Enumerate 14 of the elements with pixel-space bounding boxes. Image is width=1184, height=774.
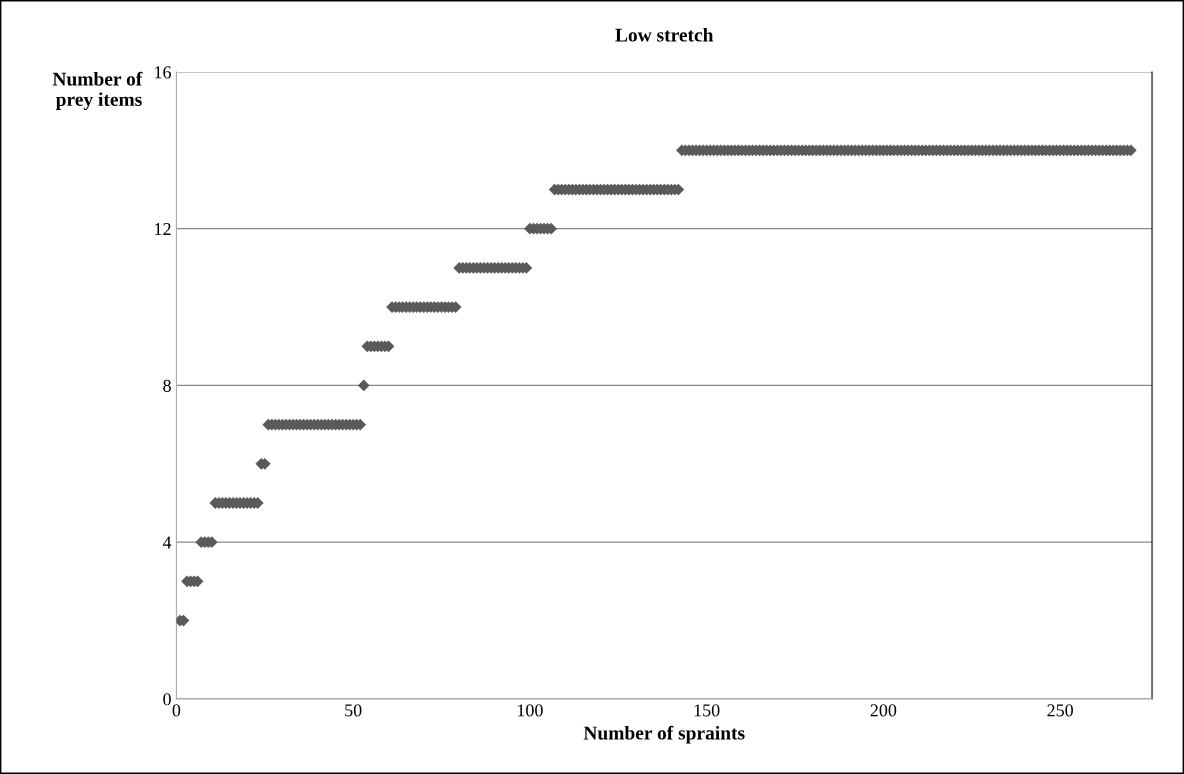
y-tick-label: 0 [163,693,171,706]
y-tick-label: 4 [162,536,172,549]
x-tick-label: 0 [172,704,181,717]
x-tick-label: 200 [870,704,897,717]
y-tick-label: 12 [155,223,171,235]
x-tick-label: 50 [345,704,362,717]
y-tick-label: 8 [163,379,171,392]
x-tick-label: 100 [517,704,543,717]
y-tick-label: 16 [155,66,172,79]
x-axis-title: Number of spraints [583,725,745,744]
chart-title: Low stretch [615,27,714,42]
x-tick-label: 150 [694,704,720,717]
y-axis-title: Number of prey items [52,71,143,110]
x-tick-label: 250 [1047,704,1073,717]
